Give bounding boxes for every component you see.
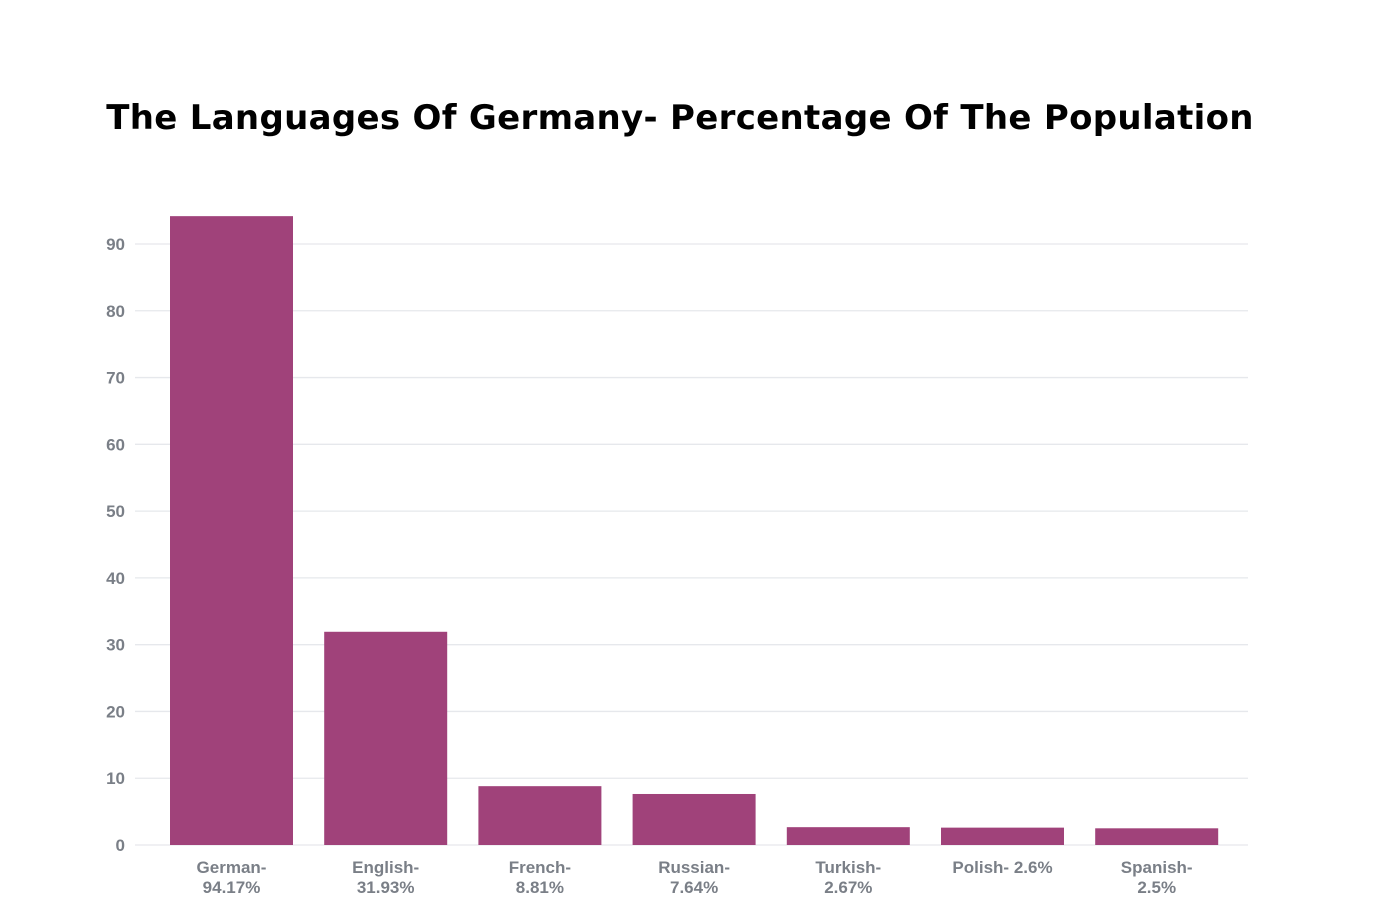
x-tick-label: Polish- 2.6%: [952, 858, 1053, 877]
x-tick-label: German- 94.17%: [196, 858, 267, 897]
y-tick-label: 60: [106, 435, 125, 454]
bar: [478, 786, 602, 845]
x-tick-label: Russian- 7.64%: [658, 858, 730, 897]
y-tick-label: 0: [116, 836, 125, 855]
x-tick-label: Spanish- 2.5%: [1120, 858, 1193, 897]
y-tick-label: 50: [106, 502, 125, 521]
chart-title: The Languages Of Germany- Percentage Of …: [106, 98, 1254, 138]
bar: [786, 827, 910, 845]
bar: [632, 793, 756, 845]
bar: [1095, 828, 1219, 845]
y-tick-label: 20: [106, 702, 125, 721]
y-tick-label: 40: [106, 569, 125, 588]
y-tick-label: 30: [106, 636, 125, 655]
y-tick-label: 10: [106, 769, 125, 788]
x-tick-label: French- 8.81%: [508, 858, 572, 897]
y-tick-label: 80: [106, 302, 125, 321]
bar: [324, 631, 448, 845]
x-tick-label: English- 31.93%: [352, 858, 420, 897]
x-tick-label: Turkish- 2.67%: [815, 858, 882, 897]
y-tick-label: 90: [106, 235, 125, 254]
bar: [170, 216, 293, 845]
bar: [941, 827, 1064, 845]
y-tick-label: 70: [106, 369, 125, 388]
